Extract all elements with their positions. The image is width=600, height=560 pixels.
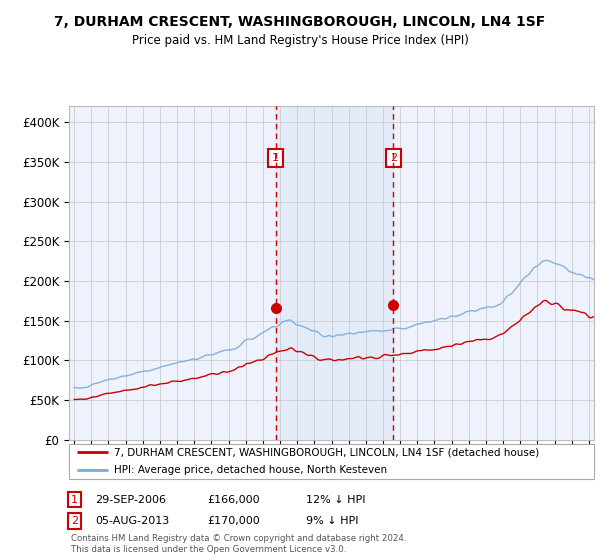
Text: 2: 2 bbox=[390, 153, 397, 163]
Text: 1: 1 bbox=[71, 494, 78, 505]
Text: 9% ↓ HPI: 9% ↓ HPI bbox=[306, 516, 359, 526]
Text: HPI: Average price, detached house, North Kesteven: HPI: Average price, detached house, Nort… bbox=[113, 465, 387, 475]
Text: Price paid vs. HM Land Registry's House Price Index (HPI): Price paid vs. HM Land Registry's House … bbox=[131, 34, 469, 46]
Text: 05-AUG-2013: 05-AUG-2013 bbox=[95, 516, 169, 526]
Bar bbox=[276, 106, 393, 440]
Text: 2: 2 bbox=[71, 516, 78, 526]
Text: £170,000: £170,000 bbox=[207, 516, 260, 526]
Text: Contains HM Land Registry data © Crown copyright and database right 2024.: Contains HM Land Registry data © Crown c… bbox=[71, 534, 406, 543]
Text: This data is licensed under the Open Government Licence v3.0.: This data is licensed under the Open Gov… bbox=[71, 545, 346, 554]
FancyBboxPatch shape bbox=[69, 444, 594, 479]
Text: 7, DURHAM CRESCENT, WASHINGBOROUGH, LINCOLN, LN4 1SF: 7, DURHAM CRESCENT, WASHINGBOROUGH, LINC… bbox=[55, 15, 545, 29]
Text: 29-SEP-2006: 29-SEP-2006 bbox=[95, 494, 166, 505]
Text: 1: 1 bbox=[272, 153, 279, 163]
Text: 12% ↓ HPI: 12% ↓ HPI bbox=[306, 494, 365, 505]
Text: 7, DURHAM CRESCENT, WASHINGBOROUGH, LINCOLN, LN4 1SF (detached house): 7, DURHAM CRESCENT, WASHINGBOROUGH, LINC… bbox=[113, 447, 539, 458]
Text: £166,000: £166,000 bbox=[207, 494, 260, 505]
